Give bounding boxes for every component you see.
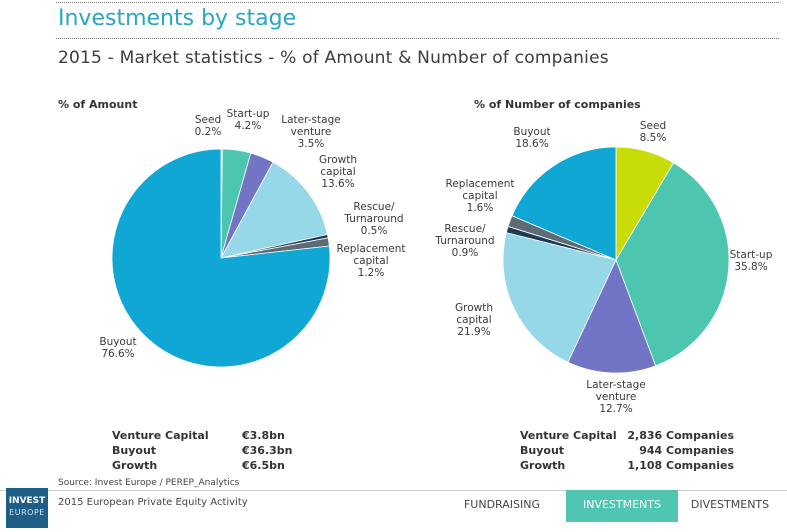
summary-label: Venture Capital — [112, 429, 209, 442]
amount-slice-buyout — [111, 148, 331, 368]
summary-value: €3.8bn — [242, 429, 285, 442]
nav-investments[interactable]: INVESTMENTS — [566, 490, 678, 522]
report-title: 2015 European Private Equity Activity — [58, 497, 248, 508]
summary-value: 2,836 Companies — [627, 429, 734, 442]
amount-label-later-stage-venture: Later-stage venture 3.5% — [281, 114, 340, 150]
summary-label: Venture Capital — [520, 429, 617, 442]
companies-slice-growth-capital — [502, 232, 617, 363]
summary-value: 1,108 Companies — [627, 459, 734, 472]
page-subtitle: 2015 - Market statistics - % of Amount &… — [58, 48, 609, 68]
companies-label-rescue-turnaround: Rescue/Turnaround 0.9% — [434, 223, 494, 259]
summary-value: 944 Companies — [639, 444, 734, 457]
logo-text-bottom: EUROPE — [9, 508, 45, 517]
summary-label: Buyout — [520, 444, 565, 457]
footer-divider — [0, 490, 787, 491]
summary-value: €36.3bn — [242, 444, 293, 457]
companies-slice-buyout — [511, 146, 617, 261]
companies-pie-labels: Seed 8.5% Start-up 35.8% Later-stage venture 1… — [434, 120, 772, 415]
nav-divestments[interactable]: DIVESTMENTS — [690, 498, 770, 511]
companies-label-buyout: Buyout 18.6% — [513, 126, 550, 150]
summary-companies: Venture Capital 2,836 Companies Buyout 944… — [520, 428, 734, 473]
source-note: Source: Invest Europe / PEREP_Analytics — [58, 478, 240, 488]
nav-fundraising[interactable]: FUNDRAISING — [463, 498, 541, 511]
companies-label-growth-capital: Growth capital 21.9% — [455, 302, 493, 338]
companies-label-replacement-capital: Replacement capital 1.6% — [446, 178, 515, 214]
summary-label: Growth — [520, 459, 566, 472]
companies-slice-start-up — [615, 162, 730, 367]
amount-pie-labels: Seed 0.2%Start-up 4.2% Later-stage venture 3.… — [99, 108, 405, 360]
companies-label-start-up: Start-up 35.8% — [730, 249, 773, 273]
page-title: Investments by stage — [58, 6, 297, 31]
logo-text-top: INVEST — [8, 496, 46, 506]
amount-pie — [111, 148, 331, 368]
right-chart-title: % of Number of companies — [474, 98, 641, 111]
amount-label-replacement-capital: Replacement capital 1.2% — [337, 243, 406, 279]
companies-label-later-stage-venture: Later-stage venture 12.7% — [586, 379, 645, 415]
summary-label: Growth — [112, 459, 158, 472]
top-divider — [56, 2, 779, 3]
title-divider — [56, 38, 779, 39]
amount-label-rescue-turnaround: Rescue/Turnaround 0.5% — [343, 201, 403, 237]
summary-label: Buyout — [112, 444, 157, 457]
summary-value: €6.5bn — [242, 459, 285, 472]
amount-label-seed: Seed 0.2% — [195, 114, 222, 138]
amount-label-start-up: Start-up 4.2% — [227, 108, 270, 132]
invest-europe-logo: INVEST EUROPE — [6, 488, 48, 528]
amount-label-buyout: Buyout 76.6% — [99, 336, 136, 360]
companies-pie — [502, 146, 730, 374]
amount-label-growth-capital: Growth capital 13.6% — [319, 154, 357, 190]
amount-slice-growth-capital — [220, 161, 328, 259]
charts-canvas: % of Amount % of Number of companies See… — [58, 98, 773, 415]
left-chart-title: % of Amount — [58, 98, 137, 111]
companies-label-seed: Seed 8.5% — [640, 120, 667, 144]
companies-slice-later-stage-venture — [567, 258, 657, 374]
